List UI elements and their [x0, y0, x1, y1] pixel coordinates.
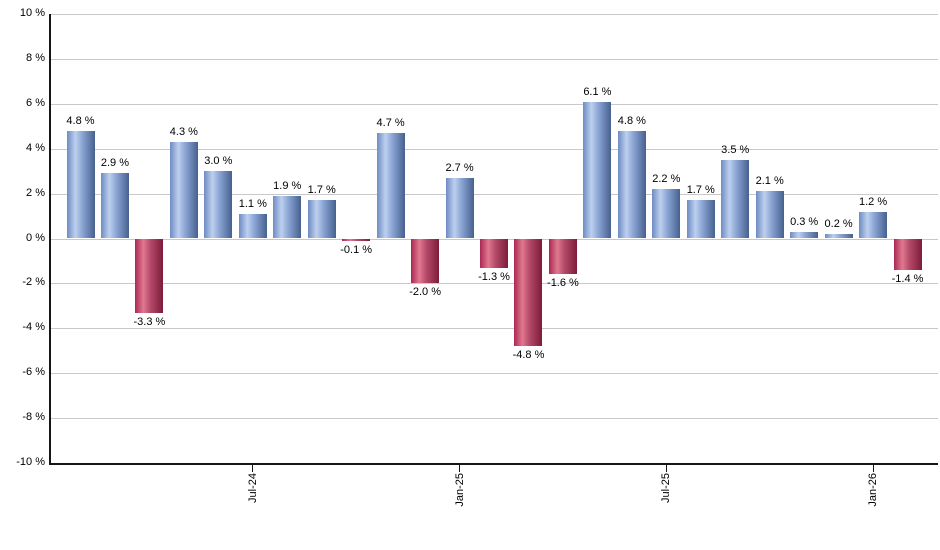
- bar-positive[interactable]: [686, 200, 715, 239]
- y-axis-tick-label: 6 %: [26, 96, 45, 109]
- gridline-4: [50, 148, 938, 150]
- bar-positive[interactable]: [824, 234, 853, 239]
- bar-value-label: 3.5 %: [721, 143, 750, 156]
- bar-value-label: -2.0 %: [409, 286, 441, 299]
- y-axis-tick-label: 0 %: [26, 231, 45, 244]
- bar-value-label: 1.1 %: [238, 197, 267, 210]
- bar-positive[interactable]: [307, 200, 336, 239]
- x-axis-tick-label: Jan-26: [867, 473, 880, 507]
- bar-negative[interactable]: [480, 238, 509, 268]
- bar-value-label: 4.7 %: [376, 116, 405, 129]
- bar-value-label: -1.3 %: [478, 270, 510, 283]
- y-axis-tick-label: -8 %: [22, 411, 45, 424]
- x-axis-tick-label: Jul-25: [660, 473, 673, 503]
- bar-value-label: 0.2 %: [824, 218, 853, 230]
- bar-value-label: 6.1 %: [583, 85, 612, 98]
- y-axis-tick-label: 8 %: [26, 51, 45, 64]
- bar-value-label: 1.2 %: [859, 195, 888, 208]
- y-axis-tick-label: -10 %: [16, 456, 45, 468]
- bar-value-label: 4.8 %: [617, 114, 646, 127]
- bar-value-label: 1.9 %: [273, 179, 302, 192]
- bar-value-label: 2.9 %: [100, 157, 130, 170]
- gridline--6: [50, 373, 938, 375]
- bar-value-label: 1.7 %: [686, 184, 715, 197]
- bar-positive[interactable]: [204, 171, 233, 239]
- y-axis-tick-label: 4 %: [26, 141, 45, 154]
- bar-value-label: -4.8 %: [512, 349, 545, 362]
- bar-positive[interactable]: [376, 132, 405, 239]
- bar-positive[interactable]: [617, 130, 646, 239]
- gridline--2: [50, 283, 938, 285]
- bar-positive[interactable]: [273, 195, 302, 239]
- y-axis-tick-label: -2 %: [22, 276, 45, 289]
- bar-negative[interactable]: [411, 238, 440, 284]
- bar-negative[interactable]: [548, 238, 577, 275]
- x-axis-tick-label: Jan-25: [453, 473, 466, 507]
- y-axis-tick-label: 10 %: [19, 7, 45, 19]
- bar-positive[interactable]: [859, 211, 888, 239]
- x-axis-line: [49, 463, 938, 465]
- bar-negative[interactable]: [514, 238, 543, 347]
- bar-positive[interactable]: [790, 231, 819, 239]
- bar-value-label: 1.7 %: [307, 184, 336, 197]
- y-axis-tick-label: 2 %: [26, 186, 45, 199]
- bar-positive[interactable]: [652, 189, 681, 239]
- bar-positive[interactable]: [100, 173, 129, 239]
- x-axis-tick-label: Jul-24: [246, 473, 259, 503]
- bar-value-label: 2.7 %: [445, 161, 474, 174]
- gridline-8: [50, 58, 938, 60]
- bar-positive[interactable]: [755, 191, 784, 239]
- bar-positive[interactable]: [66, 130, 95, 239]
- x-axis-tick: [872, 465, 874, 472]
- y-axis-tick-label: -6 %: [22, 366, 45, 379]
- bar-value-label: -0.1 %: [340, 243, 373, 256]
- gridline-6: [50, 103, 938, 105]
- bar-positive[interactable]: [238, 213, 267, 239]
- bar-positive[interactable]: [169, 141, 198, 239]
- gridline--4: [50, 328, 938, 330]
- gridline-10: [50, 14, 938, 15]
- bar-value-label: 3.0 %: [204, 155, 233, 168]
- bar-value-label: 2.1 %: [755, 175, 784, 188]
- bar-positive[interactable]: [721, 159, 750, 239]
- bar-negative[interactable]: [893, 238, 922, 270]
- bar-value-label: 4.8 %: [66, 114, 95, 127]
- y-axis-line: [49, 14, 51, 465]
- x-axis-tick: [459, 465, 461, 472]
- x-axis-tick: [665, 465, 667, 472]
- bar-positive[interactable]: [445, 177, 474, 239]
- bar-negative[interactable]: [135, 238, 164, 313]
- gridline-2: [50, 193, 938, 195]
- bar-positive[interactable]: [583, 101, 612, 239]
- bar-value-label: -3.3 %: [133, 315, 166, 328]
- bar-value-label: 2.2 %: [652, 173, 681, 186]
- bar-negative[interactable]: [342, 238, 371, 241]
- gridline--8: [50, 418, 938, 420]
- bar-value-label: -1.4 %: [891, 272, 924, 285]
- bar-value-label: 0.3 %: [790, 215, 819, 228]
- bar-value-label: -1.6 %: [547, 277, 579, 290]
- x-axis-tick: [252, 465, 254, 472]
- y-axis-tick-label: -4 %: [22, 321, 45, 334]
- bar-value-label: 4.3 %: [169, 125, 198, 138]
